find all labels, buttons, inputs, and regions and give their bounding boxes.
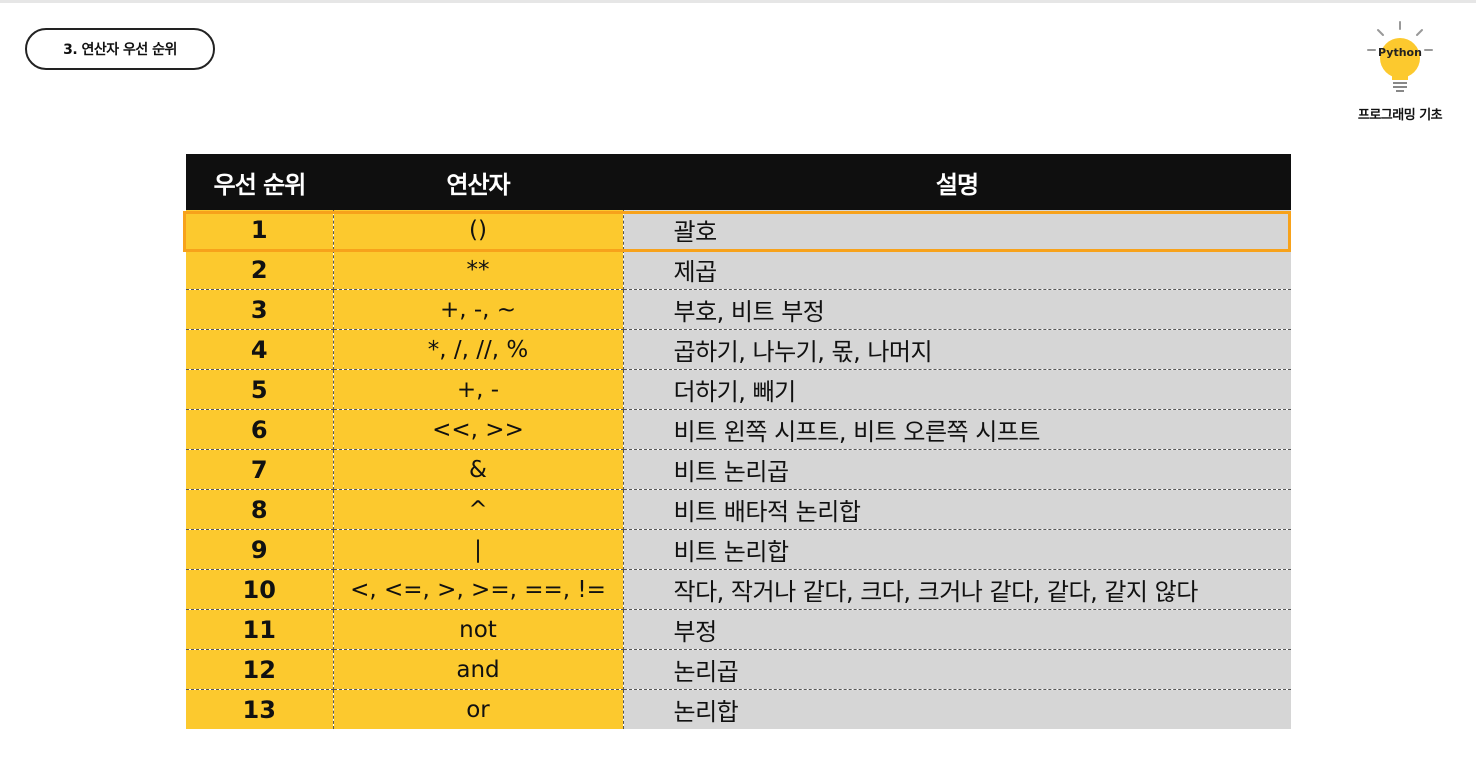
description-cell: 더하기, 빼기 xyxy=(623,369,1291,410)
operator-cell: and xyxy=(333,649,624,690)
description-cell: 부호, 비트 부정 xyxy=(623,289,1291,330)
table-row: 11 not 부정 xyxy=(186,609,1291,650)
table-row: 7 & 비트 논리곱 xyxy=(186,449,1291,490)
rank-cell: 10 xyxy=(186,569,334,610)
description-cell: 비트 왼쪽 시프트, 비트 오른쪽 시프트 xyxy=(623,409,1291,450)
table-row: 1() 괄호 xyxy=(186,210,1291,250)
table-row: 10 <, <=, >, >=, ==, != 작다, 작거나 같다, 크다, 크거… xyxy=(186,569,1291,610)
rank-cell: 13 xyxy=(186,689,334,729)
lightbulb-icon: Python xyxy=(1367,21,1433,92)
operator-cell: <<, >> xyxy=(333,409,624,450)
description-cell: 작다, 작거나 같다, 크다, 크거나 같다, 같다, 같지 않다 xyxy=(623,569,1291,610)
table-row: 2 ** 제곱 xyxy=(186,249,1291,290)
description-cell: 논리곱 xyxy=(623,649,1291,690)
description-cell: 비트 배타적 논리합 xyxy=(623,489,1291,530)
rank-cell: 7 xyxy=(186,449,334,490)
python-logo: Python 프로그래밍 기초 xyxy=(1340,20,1460,130)
logo-text: Python xyxy=(1378,46,1422,59)
operator-cell: not xyxy=(333,609,624,650)
rank-cell: 2 xyxy=(186,249,334,290)
section-label: 3. 연산자 우선 순위 xyxy=(25,28,215,70)
table-header-row: 우선 순위 연산자 설명 xyxy=(186,154,1291,210)
table-row: 3 +, -, ~ 부호, 비트 부정 xyxy=(186,289,1291,330)
table-row: 9 | 비트 논리합 xyxy=(186,529,1291,570)
rank-cell: 1 xyxy=(186,210,334,250)
logo-caption: 프로그래밍 기초 xyxy=(1357,108,1443,123)
operator-cell: & xyxy=(333,449,624,490)
description-cell: 논리합 xyxy=(623,689,1291,729)
operator-precedence-table: 우선 순위 연산자 설명 1() 괄호 2 ** 제곱 3 +, -, ~ 부호, 비트 부정… xyxy=(186,154,1291,729)
table-body: 1() 괄호 2 ** 제곱 3 +, -, ~ 부호, 비트 부정 4 *, /, //, % 곱… xyxy=(186,210,1291,729)
rank-cell: 3 xyxy=(186,289,334,330)
description-cell: 비트 논리곱 xyxy=(623,449,1291,490)
table-row: 5 +, - 더하기, 빼기 xyxy=(186,369,1291,410)
operator-cell: () xyxy=(333,210,624,250)
rank-cell: 9 xyxy=(186,529,334,570)
description-cell: 부정 xyxy=(623,609,1291,650)
rank-cell: 6 xyxy=(186,409,334,450)
operator-cell: *, /, //, % xyxy=(333,329,624,370)
operator-cell: +, -, ~ xyxy=(333,289,624,330)
table-row: 13 or 논리합 xyxy=(186,689,1291,729)
rank-cell: 11 xyxy=(186,609,334,650)
header-operator: 연산자 xyxy=(333,154,623,210)
operator-cell: or xyxy=(333,689,624,729)
description-cell: 괄호 xyxy=(623,210,1291,250)
operator-cell: ** xyxy=(333,249,624,290)
table-row: 4 *, /, //, % 곱하기, 나누기, 몫, 나머지 xyxy=(186,329,1291,370)
description-cell: 비트 논리합 xyxy=(623,529,1291,570)
top-divider xyxy=(0,0,1476,3)
operator-cell: <, <=, >, >=, ==, != xyxy=(333,569,624,610)
rank-cell: 8 xyxy=(186,489,334,530)
table-row: 12 and 논리곱 xyxy=(186,649,1291,690)
rank-cell: 4 xyxy=(186,329,334,370)
description-cell: 제곱 xyxy=(623,249,1291,290)
operator-cell: | xyxy=(333,529,624,570)
table-row: 6 <<, >> 비트 왼쪽 시프트, 비트 오른쪽 시프트 xyxy=(186,409,1291,450)
description-cell: 곱하기, 나누기, 몫, 나머지 xyxy=(623,329,1291,370)
table-row: 8 ^ 비트 배타적 논리합 xyxy=(186,489,1291,530)
header-description: 설명 xyxy=(623,154,1291,210)
operator-cell: +, - xyxy=(333,369,624,410)
rank-cell: 5 xyxy=(186,369,334,410)
rank-cell: 12 xyxy=(186,649,334,690)
operator-cell: ^ xyxy=(333,489,624,530)
header-rank: 우선 순위 xyxy=(186,154,333,210)
